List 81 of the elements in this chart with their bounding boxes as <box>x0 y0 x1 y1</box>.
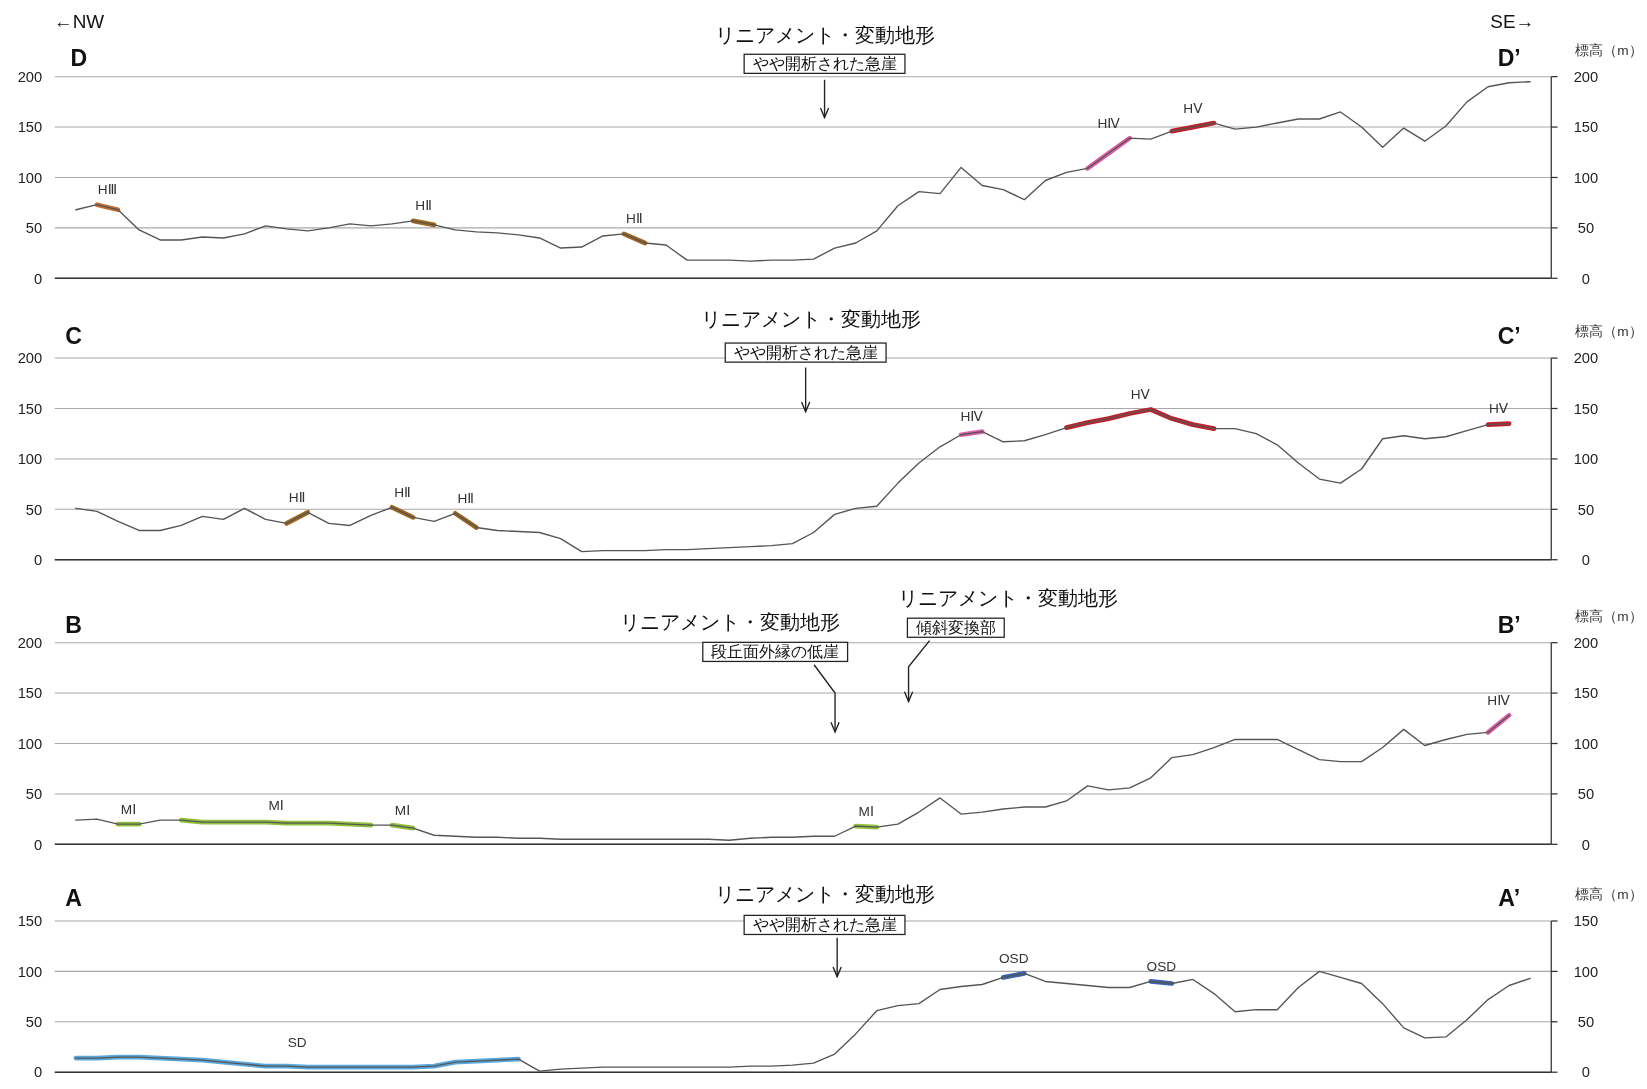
text: A’ <box>1498 885 1521 912</box>
series-label: HⅣ <box>1097 115 1121 131</box>
series-label: HⅣ <box>960 409 984 425</box>
series-label: MⅠ <box>858 803 874 819</box>
y-tick-label: 100 <box>17 963 43 980</box>
y-tick-label: 200 <box>17 68 43 85</box>
series-label: HⅣ <box>1487 692 1511 708</box>
annotation: 段丘面外縁の低崖 <box>711 643 840 661</box>
y2-axis-title: 標高（m） <box>1575 42 1643 58</box>
y-tick-label: 0 <box>34 551 43 568</box>
y2-tick-label: 150 <box>1573 400 1599 417</box>
y-tick-label: 0 <box>34 1064 43 1081</box>
series-label: HⅡ <box>626 211 643 227</box>
series-label: HⅤ <box>1130 387 1151 403</box>
text: 傾斜変換部 <box>915 619 996 637</box>
y2-tick-label: 150 <box>1573 685 1599 702</box>
text: やや開析された急崖 <box>752 55 897 73</box>
text: リニアメント・変動地形 <box>898 586 1119 609</box>
series-label: SD <box>287 1034 307 1050</box>
y2-tick-label: 50 <box>1577 220 1595 237</box>
y2-tick-label: 100 <box>1573 963 1599 980</box>
y-tick-label: 50 <box>25 786 43 803</box>
series-label: HⅡ <box>288 489 306 505</box>
series-label: HⅡ <box>415 198 432 214</box>
y2-axis-title: 標高（m） <box>1575 324 1643 340</box>
text: リニアメント・変動地形 <box>700 307 921 330</box>
y2-tick-label: 50 <box>1577 1014 1595 1031</box>
series-label: MⅠ <box>394 802 411 818</box>
y-tick-label: 0 <box>34 270 43 287</box>
y2-tick-label: 200 <box>1573 350 1599 367</box>
text: C <box>65 323 83 350</box>
y2-tick-label: 0 <box>1581 551 1590 568</box>
text: リニアメント・変動地形 <box>714 24 935 47</box>
text: D <box>70 45 88 72</box>
y-tick-label: 200 <box>17 634 43 651</box>
text: ←NW <box>53 11 105 33</box>
y2-axis-title: 標高（m） <box>1575 608 1643 624</box>
series-label: HⅢ <box>97 182 118 198</box>
series-label: MⅠ <box>120 801 137 817</box>
series-label: HⅡ <box>457 490 475 506</box>
y2-tick-label: 0 <box>1581 836 1590 853</box>
series-label: HⅡ <box>394 484 411 500</box>
text: A <box>65 885 83 912</box>
y2-tick-label: 100 <box>1573 169 1599 186</box>
annotation: やや開析された急崖 <box>733 344 878 362</box>
y2-tick-label: 0 <box>1581 270 1590 287</box>
y-tick-label: 150 <box>17 119 43 136</box>
text: リニアメント・変動地形 <box>714 883 935 906</box>
series-label: HⅤ <box>1183 100 1204 116</box>
text: B <box>65 612 83 639</box>
y2-tick-label: 150 <box>1573 119 1599 136</box>
y-tick-label: 50 <box>25 220 43 237</box>
y2-tick-label: 200 <box>1573 634 1599 651</box>
series-label: HⅤ <box>1488 401 1509 417</box>
y-tick-label: 100 <box>17 735 43 752</box>
y2-tick-label: 100 <box>1573 735 1599 752</box>
text: SE→ <box>1490 11 1535 33</box>
text: B’ <box>1497 612 1521 639</box>
series-label: MⅠ <box>268 797 284 813</box>
y-tick-label: 0 <box>34 836 43 853</box>
y-tick-label: 100 <box>17 169 43 186</box>
y2-tick-label: 0 <box>1581 1064 1590 1081</box>
y-tick-label: 150 <box>17 913 43 930</box>
y2-tick-label: 100 <box>1573 451 1599 468</box>
text: リニアメント・変動地形 <box>620 611 841 634</box>
y-tick-label: 150 <box>17 400 43 417</box>
y2-tick-label: 150 <box>1573 913 1599 930</box>
y-tick-label: 150 <box>17 685 43 702</box>
y-tick-label: 200 <box>17 350 43 367</box>
series-label: OSD <box>999 950 1029 966</box>
series-label: OSD <box>1146 958 1177 974</box>
annotation: やや開析された急崖 <box>752 916 897 934</box>
y2-axis-title: 標高（m） <box>1575 886 1643 902</box>
y-tick-label: 50 <box>25 501 43 518</box>
y2-tick-label: 200 <box>1573 68 1599 85</box>
y-tick-label: 100 <box>17 451 43 468</box>
y2-tick-label: 50 <box>1577 501 1595 518</box>
text: C’ <box>1497 323 1521 350</box>
y2-tick-label: 50 <box>1577 786 1595 803</box>
text: D’ <box>1497 45 1521 72</box>
y-tick-label: 50 <box>25 1014 43 1031</box>
